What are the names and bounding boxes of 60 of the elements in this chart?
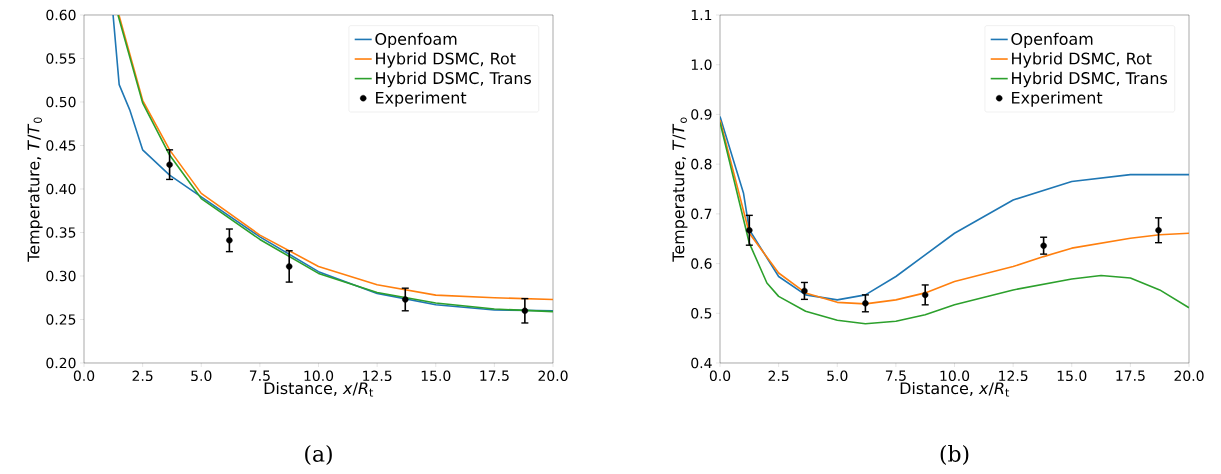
point <box>521 307 529 314</box>
point <box>1155 227 1162 234</box>
y-tick-label: 0.55 <box>46 53 76 64</box>
legend-label: Openfoam <box>375 32 457 49</box>
x-tick-label: 12.5 <box>363 370 392 382</box>
x-tick-label: 5.0 <box>827 370 848 382</box>
y-tick-label: 0.4 <box>691 357 712 369</box>
legend-label: Experiment <box>376 91 467 107</box>
x-tick-label: 0.0 <box>73 370 95 382</box>
y-tick-label: 1.0 <box>691 59 712 70</box>
x-tick-label: 7.5 <box>249 370 270 381</box>
x-tick-label: 15.0 <box>421 370 451 382</box>
point <box>746 227 753 234</box>
point <box>166 161 173 168</box>
x-tick-label: 2.5 <box>768 370 789 382</box>
y-tick-label: 0.60 <box>46 9 76 21</box>
y-tick-label: 0.20 <box>46 357 76 369</box>
y-tick-label: 0.40 <box>46 183 76 195</box>
y-tick-label: 0.35 <box>46 227 76 238</box>
x-tick-label: 17.5 <box>1116 370 1145 381</box>
y-tick-label: 0.45 <box>46 140 76 151</box>
legend-label: Hybrid DSMC, Trans <box>1012 71 1167 88</box>
y-axis-title: Temperature, T/T$_{o}$ <box>672 117 688 262</box>
legend-label: Hybrid DSMC, Rot <box>376 52 516 68</box>
text: (b) <box>940 444 969 466</box>
point <box>402 296 409 303</box>
x-tick-label: 15.0 <box>1057 370 1087 382</box>
x-axis-title: Distance, x/R$_{t}$ <box>264 381 374 397</box>
x-tick-label: 12.5 <box>999 370 1028 382</box>
y-tick-label: 0.9 <box>691 109 712 120</box>
y-tick-label: 0.6 <box>691 258 712 269</box>
point <box>1040 242 1047 249</box>
x-tick-label: 2.5 <box>132 370 153 382</box>
point <box>862 300 869 307</box>
text: (a) <box>305 444 332 466</box>
legend-label: Experiment <box>1012 91 1103 107</box>
x-tick-label: 20.0 <box>1174 370 1204 382</box>
y-tick-label: 0.5 <box>691 308 712 319</box>
point <box>226 237 233 244</box>
x-tick-label: 5.0 <box>191 370 212 382</box>
x-tick-label: 0.0 <box>709 370 731 382</box>
y-tick-label: 0.50 <box>46 96 76 108</box>
x-tick-label: 17.5 <box>480 370 509 381</box>
x-tick-label: 10.0 <box>304 370 334 382</box>
y-axis-title: Temperature, T/T$_{0}$ <box>27 117 43 262</box>
y-tick-label: 0.7 <box>691 208 712 220</box>
legend-label: Openfoam <box>1011 32 1093 49</box>
y-tick-label: 1.1 <box>691 9 712 21</box>
legend-label: Hybrid DSMC, Rot <box>1012 52 1152 68</box>
legend-label: Hybrid DSMC, Trans <box>376 71 531 88</box>
point <box>285 263 293 270</box>
y-tick-label: 0.8 <box>691 158 712 170</box>
x-tick-label: 20.0 <box>538 370 568 382</box>
x-tick-label: 10.0 <box>940 370 970 382</box>
point <box>801 287 808 295</box>
x-tick-label: 7.5 <box>885 370 906 381</box>
x-axis-title: Distance, x/R$_{t}$ <box>900 381 1010 397</box>
y-tick-label: 0.30 <box>46 270 76 282</box>
point <box>922 291 929 299</box>
y-tick-label: 0.25 <box>46 314 76 325</box>
